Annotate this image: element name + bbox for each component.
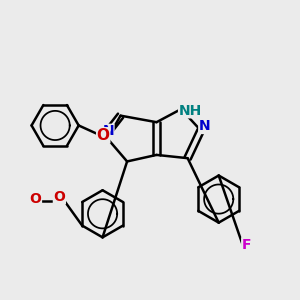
Text: O: O [53,190,65,204]
Text: N: N [199,119,210,134]
Text: NH: NH [178,104,202,118]
Text: O: O [97,128,110,143]
Text: O: O [30,192,41,206]
Text: N: N [102,124,114,138]
Text: methoxy: methoxy [32,200,38,201]
Text: F: F [242,238,251,252]
